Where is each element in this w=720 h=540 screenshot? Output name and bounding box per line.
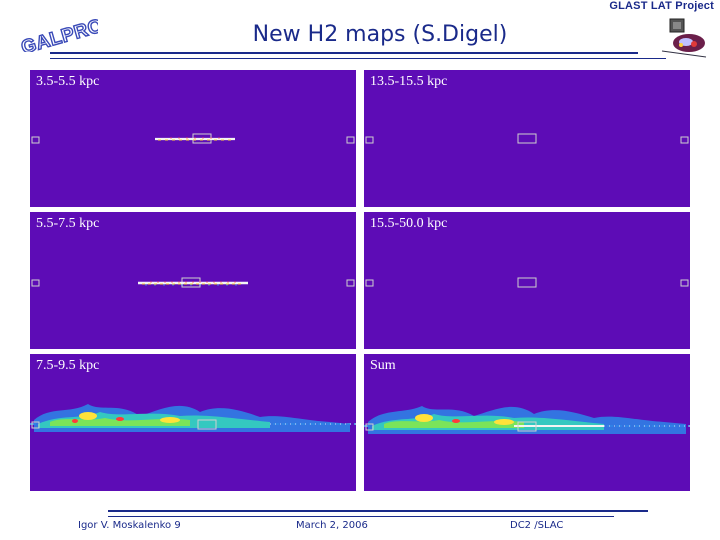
panel-label: 13.5-15.5 kpc	[370, 74, 448, 89]
h2-map	[365, 133, 689, 144]
footer-venue: DC2 /SLAC	[510, 520, 564, 531]
map-panel-7.5-9.5: 7.5-9.5 kpc	[30, 354, 356, 491]
glast-satellite-icon	[661, 18, 707, 58]
page-title: New H2 maps (S.Digel)	[252, 22, 508, 47]
map-panel-5.5-7.5: 5.5-7.5 kpc	[30, 212, 356, 349]
map-panel-3.5-5.5: 3.5-5.5 kpc	[30, 70, 356, 207]
footer-date: March 2, 2006	[296, 520, 368, 531]
footer-author: Igor V. Moskalenko 9	[78, 520, 181, 531]
header-rule	[50, 52, 638, 54]
footer-rule-thin	[108, 516, 614, 517]
panel-label: 5.5-7.5 kpc	[36, 216, 100, 231]
panel-label: 3.5-5.5 kpc	[36, 74, 100, 89]
header-rule-thin	[50, 58, 666, 59]
map-panel-13.5-15.5: 13.5-15.5 kpc	[364, 70, 690, 207]
project-label: GLAST LAT Project	[609, 0, 714, 12]
panel-label: Sum	[370, 358, 396, 373]
h2-map	[365, 277, 689, 288]
panel-label: 7.5-9.5 kpc	[36, 358, 100, 373]
h2-map	[31, 133, 355, 144]
galprop-logo: GALPROP	[18, 11, 98, 52]
h2-map	[364, 406, 690, 434]
map-panel-15.5-50.0: 15.5-50.0 kpc	[364, 212, 690, 349]
h2-map	[30, 404, 356, 432]
map-panel-sum: Sum	[364, 354, 690, 491]
h2-map	[31, 277, 355, 288]
footer-rule	[108, 510, 648, 512]
panel-label: 15.5-50.0 kpc	[370, 216, 448, 231]
